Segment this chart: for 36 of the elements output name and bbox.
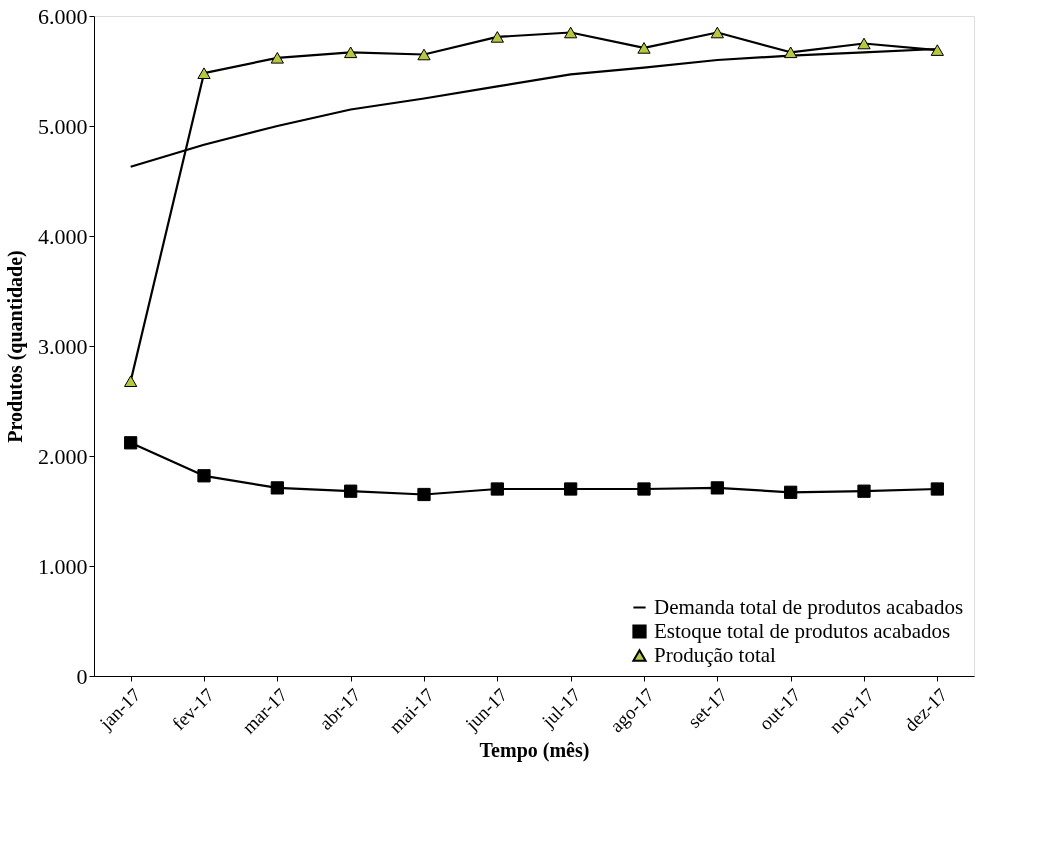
point <box>857 37 871 50</box>
y-tick-label: 0 <box>76 663 88 689</box>
point <box>344 484 358 498</box>
point <box>197 67 211 79</box>
point <box>490 482 504 496</box>
point <box>784 46 798 59</box>
point <box>784 485 798 499</box>
y-tick-label: 1.000 <box>38 553 88 579</box>
point <box>124 436 138 450</box>
point <box>857 484 871 498</box>
point <box>490 31 504 43</box>
y-axis-title: Produtos (quantidade) <box>4 250 27 443</box>
legend-label: Demanda total de produtos acabados <box>654 594 964 619</box>
point <box>417 487 431 502</box>
point <box>637 42 651 54</box>
point <box>564 482 578 496</box>
point <box>637 482 651 496</box>
legend-label: Produção total <box>654 642 777 667</box>
point <box>270 52 284 64</box>
legend-label: Estoque total de produtos acabados <box>654 618 951 643</box>
y-tick-label: 2.000 <box>38 443 88 469</box>
x-axis-title: Tempo (mês) <box>479 739 590 763</box>
point <box>930 44 944 56</box>
point <box>710 481 724 495</box>
point <box>270 481 284 495</box>
point <box>710 26 724 39</box>
point <box>564 26 578 39</box>
point <box>930 482 944 496</box>
y-tick-label: 5.000 <box>38 113 88 139</box>
y-tick-label: 4.000 <box>38 223 88 249</box>
point <box>344 46 358 59</box>
y-tick-label: 6.000 <box>38 3 88 29</box>
point <box>417 48 431 61</box>
point <box>124 375 138 387</box>
y-tick-label: 3.000 <box>38 333 88 359</box>
point <box>197 469 211 483</box>
